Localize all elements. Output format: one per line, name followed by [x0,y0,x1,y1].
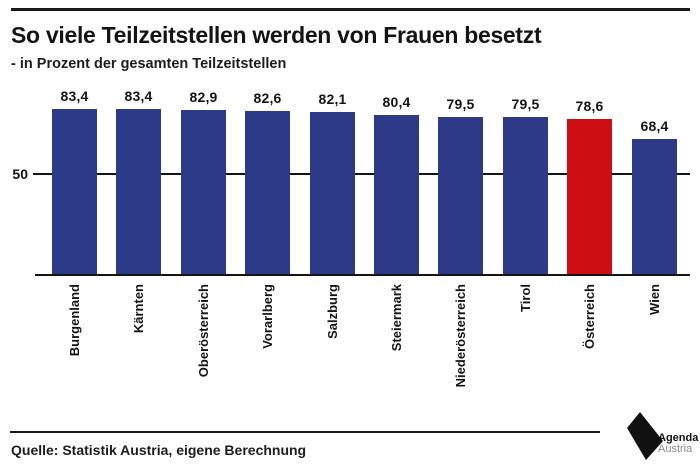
chart-title: So viele Teilzeitstellen werden von Frau… [11,22,542,48]
bar-value-label: 79,5 [511,96,540,112]
x-axis-label: Oberösterreich [195,284,211,378]
x-axis-label: Tirol [517,284,533,312]
y-axis-tick-label: 50 [12,166,28,182]
logo-line1: Agenda [658,432,699,444]
bar-sterreich [567,119,612,276]
bar-value-label: 80,4 [382,94,411,110]
x-axis-label: Steiermark [388,284,404,352]
x-axis-line [35,274,690,276]
bar-wien [632,139,677,276]
bar-obersterreich [181,110,226,276]
bar-value-label: 78,6 [575,98,604,114]
logo-diamond-icon [627,412,663,460]
x-axis-label: Vorarlberg [259,284,275,349]
chart-subtitle: - in Prozent der gesamten Teilzeitstelle… [11,56,287,72]
logo-text: Agenda Austria [658,433,698,455]
x-axis-label: Österreich [581,284,597,350]
x-axis-label: Niederösterreich [452,284,468,388]
bar-value-label: 82,9 [189,89,218,105]
x-axis-label: Wien [646,284,662,315]
gridline-50 [33,173,690,175]
bar-value-label: 68,4 [640,118,669,134]
bar-salzburg [310,112,355,276]
logo-line2: Austria [658,443,693,455]
x-axis-label: Kärnten [130,284,146,334]
agenda-austria-logo: Agenda Austria [627,412,698,462]
bar-value-label: 83,4 [60,88,89,104]
source-note: Quelle: Statistik Austria, eigene Berech… [11,442,307,458]
bar-vorarlberg [245,111,290,276]
x-axis-label: Burgenland [66,284,82,357]
bar-value-label: 79,5 [446,96,475,112]
bar-value-label: 82,6 [253,90,282,106]
bar-niedersterreich [438,117,483,276]
bar-value-label: 82,1 [318,91,347,107]
bar-krnten [116,109,161,276]
bar-burgenland [52,109,97,276]
top-divider [11,8,690,11]
bar-value-label: 83,4 [124,88,153,104]
bar-tirol [503,117,548,276]
x-axis-label: Salzburg [324,284,340,339]
bar-steiermark [374,115,419,276]
footer-divider [10,431,600,433]
